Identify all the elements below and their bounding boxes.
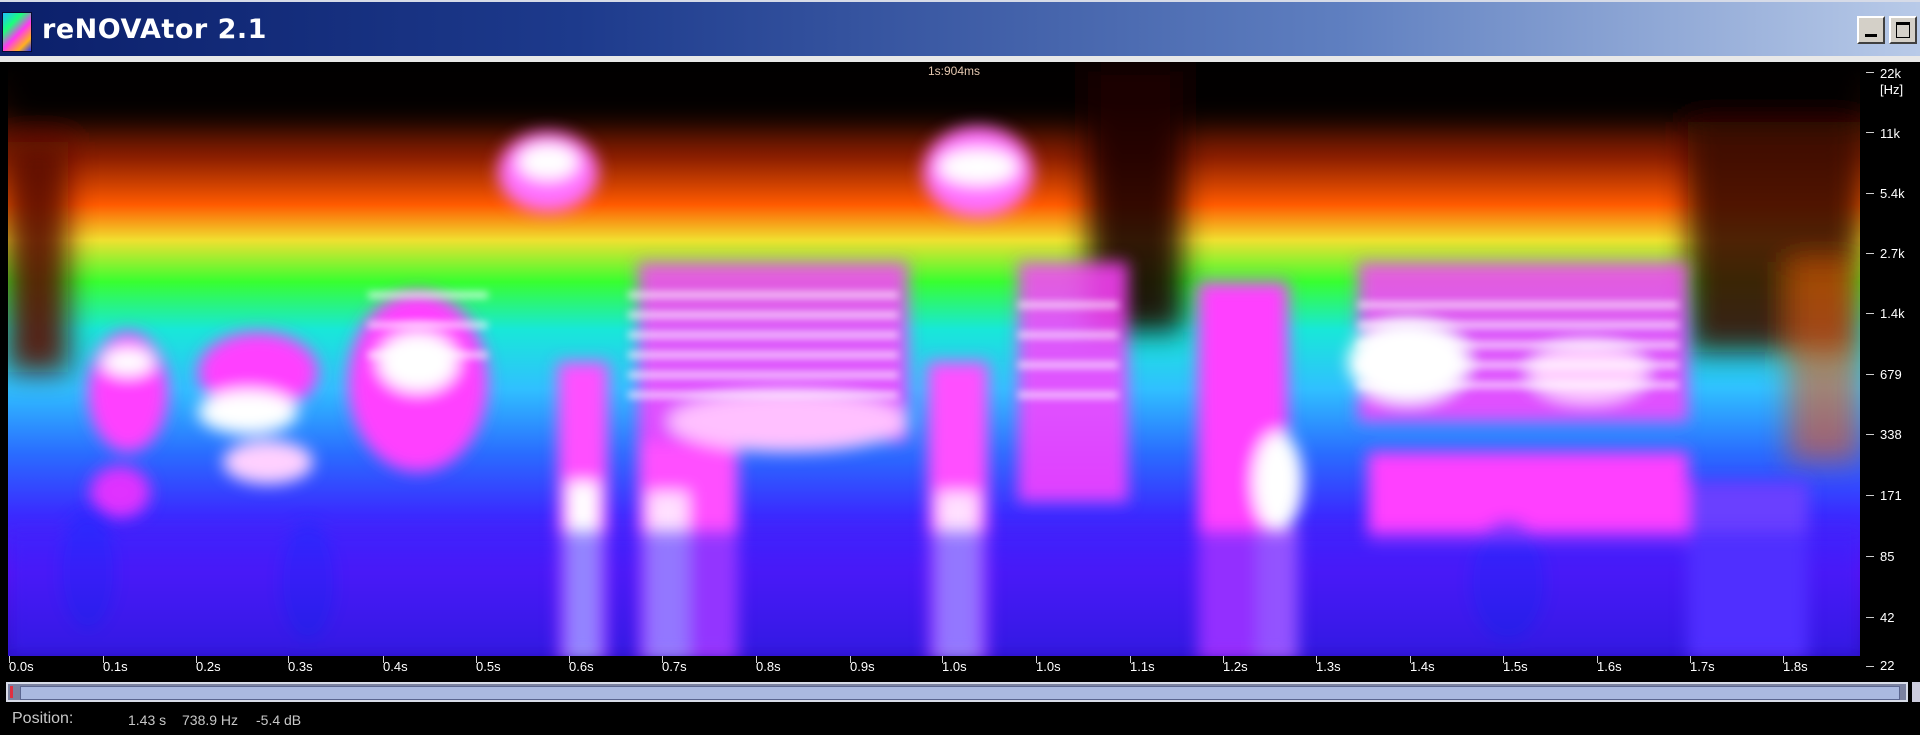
position-frequency: 738.9 Hz	[182, 712, 239, 728]
playhead-marker[interactable]	[10, 686, 13, 698]
time-tick	[103, 656, 104, 663]
time-axis: 0.0s 0.1s 0.2s 0.3s 0.4s 0.5s 0.6s 0.7s …	[0, 656, 1860, 680]
time-tick	[942, 656, 943, 663]
time-tick	[1223, 656, 1224, 663]
time-label: 0.6s	[569, 659, 594, 674]
freq-tick	[1866, 193, 1874, 194]
freq-tick	[1866, 495, 1874, 496]
time-label: 1.5s	[1503, 659, 1528, 674]
freq-tick	[1866, 617, 1874, 618]
freq-label-338: 338	[1880, 427, 1902, 442]
freq-label-1-4k: 1.4k	[1880, 306, 1905, 321]
time-label: 0.9s	[850, 659, 875, 674]
freq-tick	[1866, 374, 1874, 375]
time-label: 1.8s	[1783, 659, 1808, 674]
window-title: reNOVAtor 2.1	[42, 14, 267, 45]
time-label: 1.0s	[1036, 659, 1061, 674]
position-label: Position:	[12, 710, 74, 727]
time-tick	[1130, 656, 1131, 663]
time-label: 0.8s	[756, 659, 781, 674]
time-tick	[850, 656, 851, 663]
freq-label-171: 171	[1880, 488, 1902, 503]
freq-label-11k: 11k	[1880, 126, 1900, 141]
time-label: 0.7s	[662, 659, 687, 674]
maximize-button[interactable]	[1889, 16, 1917, 44]
time-label: 0.3s	[288, 659, 313, 674]
time-label: 1.6s	[1597, 659, 1622, 674]
freq-label-22k: 22k	[1880, 66, 1901, 81]
time-label: 0.4s	[383, 659, 408, 674]
minimize-button[interactable]	[1857, 16, 1885, 44]
time-label: 1.3s	[1316, 659, 1341, 674]
time-label: 1.7s	[1690, 659, 1715, 674]
status-bar: Position: 1.43 s 738.9 Hz -5.4 dB	[0, 704, 1920, 735]
time-label: 0.2s	[196, 659, 221, 674]
horizontal-scrollbar[interactable]	[6, 682, 1908, 702]
time-tick	[662, 656, 663, 663]
time-tick	[476, 656, 477, 663]
scrollbar-end-cap[interactable]	[1912, 682, 1920, 702]
time-tick	[1503, 656, 1504, 663]
time-tick	[1410, 656, 1411, 663]
freq-tick	[1866, 132, 1874, 133]
freq-tick	[1866, 556, 1874, 557]
time-tick	[756, 656, 757, 663]
freq-label-5-4k: 5.4k	[1880, 186, 1905, 201]
time-tick	[1036, 656, 1037, 663]
time-tick	[1597, 656, 1598, 663]
freq-label-679: 679	[1880, 367, 1902, 382]
position-time: 1.43 s	[128, 712, 167, 728]
time-tick	[196, 656, 197, 663]
time-tick	[383, 656, 384, 663]
time-tick	[1316, 656, 1317, 663]
title-bar[interactable]: reNOVAtor 2.1	[0, 0, 1920, 56]
freq-tick	[1866, 253, 1874, 254]
title-divider	[0, 56, 1920, 62]
freq-label-85: 85	[1880, 549, 1895, 564]
freq-label-42: 42	[1880, 610, 1895, 625]
time-tick	[1783, 656, 1784, 663]
time-tick	[9, 656, 10, 663]
freq-tick	[1866, 434, 1874, 435]
freq-label-22: 22	[1880, 658, 1895, 673]
time-label: 1.4s	[1410, 659, 1435, 674]
time-label: 0.5s	[476, 659, 501, 674]
time-tick	[288, 656, 289, 663]
time-label: 1.0s	[942, 659, 967, 674]
freq-unit-label: [Hz]	[1880, 82, 1904, 97]
freq-tick	[1866, 72, 1874, 73]
time-label: 1.2s	[1223, 659, 1248, 674]
time-tick	[569, 656, 570, 663]
cursor-time-label: 1s:904ms	[928, 64, 981, 78]
spectrogram-view[interactable]	[8, 62, 1860, 656]
time-label: 0.1s	[103, 659, 128, 674]
time-tick	[1690, 656, 1691, 663]
time-label: 1.1s	[1130, 659, 1155, 674]
scrollbar-thumb[interactable]	[20, 686, 1900, 700]
spectrogram-image	[8, 62, 1860, 656]
frequency-axis: 22k [Hz] 11k 5.4k 2.7k 1.4k 679 338 171 …	[1860, 62, 1920, 673]
freq-tick	[1866, 666, 1874, 667]
freq-tick	[1866, 313, 1874, 314]
app-icon[interactable]	[2, 12, 32, 52]
position-level: -5.4 dB	[256, 712, 302, 728]
time-label: 0.0s	[9, 659, 34, 674]
freq-label-2-7k: 2.7k	[1880, 246, 1905, 261]
